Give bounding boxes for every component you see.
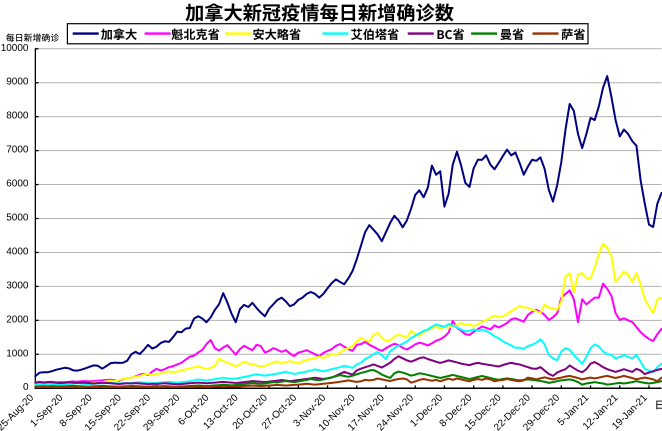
svg-text:5000: 5000 — [6, 213, 29, 224]
svg-text:7000: 7000 — [6, 145, 29, 156]
svg-text:4000: 4000 — [6, 246, 29, 257]
svg-text:2000: 2000 — [6, 314, 29, 325]
svg-text:8000: 8000 — [6, 111, 29, 122]
svg-text:10000: 10000 — [1, 43, 29, 54]
svg-text:3000: 3000 — [6, 280, 29, 291]
svg-text:6000: 6000 — [6, 179, 29, 190]
svg-text:1000: 1000 — [6, 348, 29, 359]
svg-text:9000: 9000 — [6, 77, 29, 88]
svg-text:0: 0 — [23, 382, 29, 393]
